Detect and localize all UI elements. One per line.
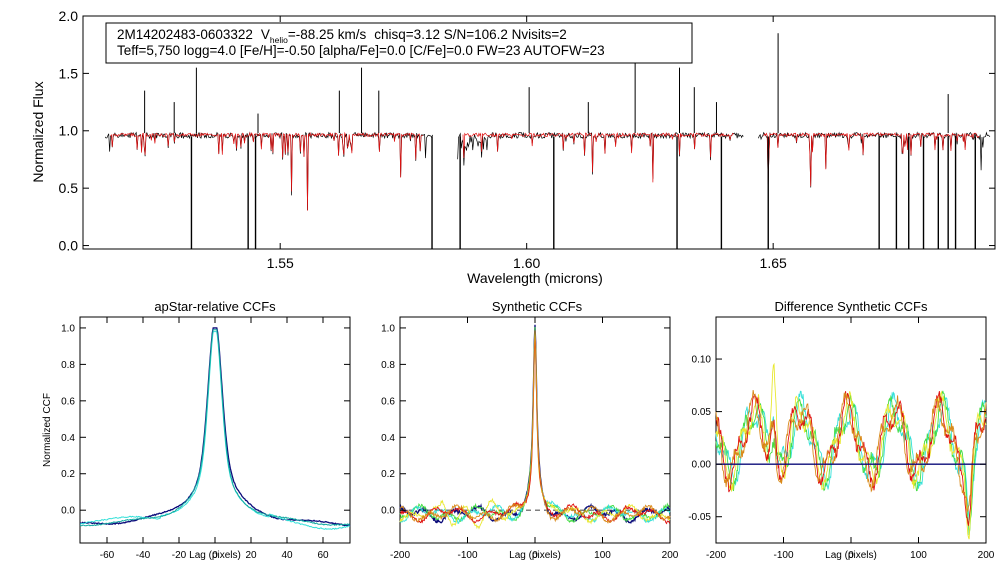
synthetic-ccf-ytick-label: 0.8 xyxy=(381,360,395,371)
difference-ccf-panel: Difference Synthetic CCFs -200 -100 0 100 20… xyxy=(688,299,995,561)
model-spectrum-segment xyxy=(110,131,423,211)
apstar-ccf-ytick-label: 0.6 xyxy=(61,396,75,407)
synthetic-ccf-ytick-label: 0.0 xyxy=(381,506,395,517)
ccf-line-ccf-orange xyxy=(399,330,671,524)
synthetic-ccf-xtick-label: -200 xyxy=(390,550,410,561)
spectrum-xtick-label: 1.60 xyxy=(513,255,540,271)
apstar-ccf-xtick-label: 40 xyxy=(281,550,293,561)
synthetic-ccf-xlabel: Lag (pixels) xyxy=(509,550,561,561)
apstar-ccf-xtick-label: -60 xyxy=(100,550,115,561)
difference-ccf-ytick-label: 0.05 xyxy=(692,407,712,418)
spectrum-xlabel: Wavelength (microns) xyxy=(467,270,603,286)
annotation-vhelio-sub: helio xyxy=(270,35,288,45)
spectrum-ytick-label: 0.5 xyxy=(59,180,79,196)
apstar-ccf-xtick-label: -40 xyxy=(136,550,151,561)
difference-ccf-xtick-label: -100 xyxy=(773,550,793,561)
apstar-ccf-xtick-label: 60 xyxy=(317,550,329,561)
annotation-stats: chisq=3.12 S/N=106.2 Nvisits=2 xyxy=(374,27,567,42)
apstar-ccf-xlabel: Lag (pixels) xyxy=(189,550,241,561)
ccf-line-ccf-red xyxy=(399,335,671,525)
apstar-ccf-frame xyxy=(79,316,351,544)
synthetic-ccf-ytick-label: 1.0 xyxy=(381,323,395,334)
annotation-line-1: 2M14202483-0603322 Vhelio=-88.25 km/s chis… xyxy=(117,27,567,45)
synthetic-ccf-ytick-label: 0.4 xyxy=(381,433,395,444)
spectrum-ytick-label: 1.0 xyxy=(59,123,79,139)
synthetic-ccf-panel: Synthetic CCFs -200 -100 0 100 200 0.0 0.2 0.4 0… xyxy=(381,299,679,561)
annotation-box: 2M14202483-0603322 Vhelio=-88.25 km/s chis… xyxy=(105,22,693,64)
spectrum-plot-frame xyxy=(82,15,996,250)
synthetic-ccf-axes: -200 -100 0 100 200 0.0 0.2 0.4 0.6 0.8 1.0 xyxy=(381,317,679,561)
ccf-line-ccf-cyan xyxy=(399,333,671,525)
synthetic-ccf-xtick-label: 0 xyxy=(532,550,538,561)
ccf-line-diff-yellow xyxy=(715,362,987,540)
difference-ccf-xtick-label: 200 xyxy=(978,550,995,561)
annotation-vhelio-value: =-88.25 km/s xyxy=(288,27,367,42)
synthetic-ccf-xtick-label: 200 xyxy=(662,550,679,561)
ccf-line-diff-red xyxy=(715,391,987,526)
annotation-box-frame xyxy=(105,22,693,64)
apstar-ccf-xtick-label: 0 xyxy=(212,550,218,561)
spectrum-axes: 1.55 1.60 1.65 0.0 0.5 1.0 1.5 2.0 xyxy=(59,8,995,271)
ccf-line-visit-2 xyxy=(79,331,351,530)
ccf-line-visit-1 xyxy=(79,327,351,527)
ccf-line-ccf-green xyxy=(399,327,671,524)
apstar-ccf-ytick-label: 0.4 xyxy=(61,433,75,444)
apstar-ccf-xtick-label: 20 xyxy=(245,550,257,561)
ccf-line-ccf-navy xyxy=(399,324,671,524)
model-spectrum-segment xyxy=(763,132,980,187)
annotation-vhelio-label: V xyxy=(261,27,270,42)
spectrum-ytick-label: 0.0 xyxy=(59,237,79,253)
ccf-line-diff-brown xyxy=(715,390,987,512)
ccf-line-ccf-yellow xyxy=(399,339,671,530)
synthetic-ccf-xtick-label: 100 xyxy=(594,550,611,561)
difference-ccf-ytick-label: 0.00 xyxy=(692,460,712,471)
spectrum-ylabel: Normalized Flux xyxy=(30,81,46,182)
spectrum-xtick-label: 1.55 xyxy=(267,255,294,271)
observed-spectrum-segment xyxy=(457,131,744,179)
apstar-ccf-ytick-label: 0.0 xyxy=(61,506,75,517)
difference-ccf-ytick-label: 0.10 xyxy=(692,355,712,366)
annotation-star-id: 2M14202483-0603322 xyxy=(117,27,253,42)
apstar-ccf-panel: apStar-relative CCFs -60 -40 -20 0 20 40 60 0.0… xyxy=(42,299,351,561)
difference-ccf-xtick-label: -200 xyxy=(706,550,726,561)
synthetic-ccf-frame xyxy=(399,316,671,544)
spectrum-ytick-label: 2.0 xyxy=(59,8,79,24)
synthetic-ccf-xtick-label: -100 xyxy=(457,550,477,561)
synthetic-ccf-ytick-label: 0.2 xyxy=(381,469,395,480)
apstar-ccf-ytick-label: 0.2 xyxy=(61,469,75,480)
difference-ccf-title: Difference Synthetic CCFs xyxy=(775,299,928,314)
apstar-ccf-traces xyxy=(79,327,351,530)
spectrum-panel: 1.55 1.60 1.65 0.0 0.5 1.0 1.5 2.0 Normalized F… xyxy=(30,8,996,286)
difference-ccf-xtick-label: 100 xyxy=(910,550,927,561)
synthetic-ccf-ytick-label: 0.6 xyxy=(381,396,395,407)
synthetic-ccf-title: Synthetic CCFs xyxy=(492,299,583,314)
annotation-line-2: Teff=5,750 logg=4.0 [Fe/H]=-0.50 [alpha/… xyxy=(117,43,605,58)
difference-ccf-xlabel: Lag (pixels) xyxy=(825,550,877,561)
apstar-ccf-axes: -60 -40 -20 0 20 40 60 0.0 0.2 0.4 0.6 0.8 1.0 xyxy=(61,317,350,561)
apstar-ccf-ytick-label: 1.0 xyxy=(61,323,75,334)
difference-ccf-axes: -200 -100 0 100 200 -0.05 0.00 0.05 0.10 xyxy=(688,317,995,561)
apstar-ccf-ylabel: Normalized CCF xyxy=(42,393,53,467)
spectrum-traces xyxy=(104,33,991,249)
difference-ccf-ytick-label: -0.05 xyxy=(688,512,711,523)
apstar-ccf-title: apStar-relative CCFs xyxy=(154,299,276,314)
spectrum-ytick-label: 1.5 xyxy=(59,65,79,81)
apstar-ccf-ytick-label: 0.8 xyxy=(61,360,75,371)
difference-ccf-xtick-label: 0 xyxy=(848,550,854,561)
difference-ccf-traces xyxy=(715,362,987,540)
synthetic-ccf-traces xyxy=(399,324,671,530)
ccf-line-combined xyxy=(79,329,351,527)
model-spectrum-segment xyxy=(462,131,734,183)
spectrum-xtick-label: 1.65 xyxy=(760,255,787,271)
observed-spectrum-segment xyxy=(104,131,433,211)
apstar-ccf-xtick-label: -20 xyxy=(172,550,187,561)
